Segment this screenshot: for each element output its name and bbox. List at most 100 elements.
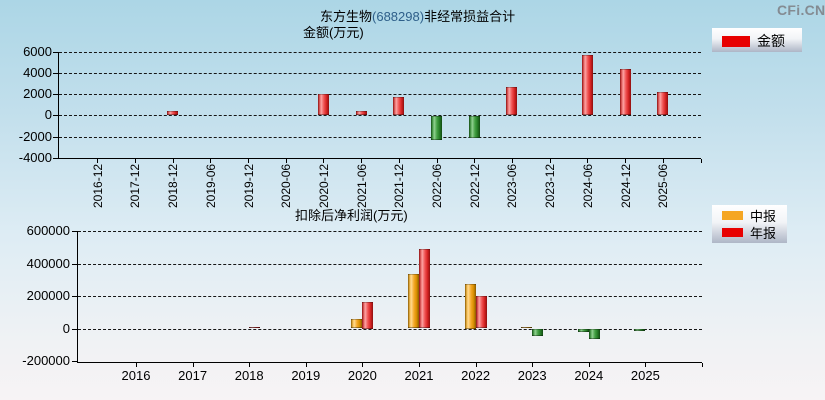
y-axis-line bbox=[58, 51, 59, 158]
x-tick-mark bbox=[285, 158, 287, 163]
legend-swatch-interim bbox=[722, 210, 743, 220]
y-tick-label: 6000 bbox=[23, 43, 52, 59]
chart1-title-company: 东方生物 bbox=[320, 9, 373, 24]
legend-swatch-amount bbox=[722, 35, 750, 47]
y-gridline bbox=[59, 115, 701, 117]
y-gridline bbox=[78, 328, 702, 330]
legend-label-annual: 年报 bbox=[750, 225, 777, 241]
x-tick-mark bbox=[305, 362, 307, 367]
y-tick-label: -200000 bbox=[22, 353, 70, 368]
legend-item-interim: 中报 bbox=[712, 208, 787, 224]
bar bbox=[249, 327, 261, 329]
bar bbox=[657, 91, 669, 116]
y-tick-label: 2000 bbox=[23, 86, 52, 102]
x-tick-mark bbox=[136, 362, 137, 367]
x-tick-label: 2021 bbox=[404, 368, 434, 383]
x-tick-label: 2023-12 bbox=[543, 163, 558, 208]
x-axis-end-tick-mark bbox=[702, 362, 703, 367]
x-tick-mark bbox=[474, 158, 476, 163]
x-tick-label: 2022 bbox=[461, 368, 491, 383]
bar bbox=[506, 86, 518, 116]
y-tick-mark bbox=[72, 263, 77, 265]
bar bbox=[588, 329, 600, 339]
y-tick-mark bbox=[53, 72, 58, 74]
y-tick-mark bbox=[53, 136, 58, 138]
x-tick-label: 2023-06 bbox=[505, 163, 520, 208]
bar bbox=[532, 329, 544, 336]
x-tick-mark bbox=[210, 158, 212, 163]
x-tick-mark bbox=[248, 158, 249, 163]
bar bbox=[475, 295, 487, 329]
bar bbox=[355, 110, 367, 116]
y-axis-line bbox=[77, 231, 78, 362]
bar bbox=[351, 319, 363, 329]
chart1-title-stock-code: (688298) bbox=[372, 9, 425, 24]
x-tick-mark bbox=[475, 362, 477, 367]
bar bbox=[521, 327, 533, 329]
x-tick-mark bbox=[588, 362, 590, 367]
x-tick-mark bbox=[645, 362, 647, 367]
x-tick-mark bbox=[532, 362, 534, 367]
y-tick-label: 0 bbox=[44, 107, 52, 123]
x-tick-mark bbox=[398, 158, 400, 163]
bar bbox=[408, 273, 419, 329]
x-tick-mark bbox=[134, 158, 136, 163]
legend-label-amount: 金额 bbox=[757, 33, 785, 49]
y-tick-label: 400000 bbox=[26, 255, 70, 271]
chart1-legend: 金额 bbox=[712, 28, 802, 52]
chart2-legend: 中报 年报 bbox=[712, 205, 787, 243]
x-tick-label: 2018 bbox=[234, 368, 264, 383]
x-tick-mark bbox=[249, 362, 251, 367]
y-tick-mark bbox=[72, 361, 77, 362]
x-tick-mark bbox=[97, 158, 99, 163]
x-tick-label: 2024 bbox=[574, 368, 604, 383]
x-tick-label: 2018-12 bbox=[166, 163, 181, 208]
y-tick-mark bbox=[53, 158, 58, 159]
x-tick-label: 2021-06 bbox=[354, 163, 369, 208]
x-tick-label: 2021-12 bbox=[392, 163, 407, 208]
chart1-subtitle: 金额(万元) bbox=[303, 25, 364, 40]
bar bbox=[431, 115, 442, 141]
chart2-title: 扣除后净利润(万元) bbox=[295, 208, 408, 223]
x-tick-mark bbox=[625, 158, 626, 163]
y-gridline bbox=[59, 136, 701, 138]
x-tick-label: 2020 bbox=[347, 368, 377, 383]
x-tick-label: 2020-12 bbox=[316, 163, 331, 208]
y-tick-label: 0 bbox=[62, 320, 70, 336]
y-tick-mark bbox=[53, 115, 58, 117]
x-tick-label: 2019 bbox=[291, 368, 321, 383]
x-tick-label: 2016 bbox=[121, 368, 151, 383]
bar bbox=[619, 69, 631, 116]
y-gridline bbox=[59, 72, 701, 74]
x-tick-label: 2016-12 bbox=[90, 163, 105, 208]
y-tick-mark bbox=[72, 296, 77, 297]
x-axis-line bbox=[58, 157, 701, 159]
bar bbox=[468, 115, 480, 139]
x-tick-mark bbox=[361, 158, 363, 163]
y-tick-label: 4000 bbox=[23, 64, 52, 80]
x-tick-mark bbox=[662, 158, 664, 163]
x-tick-mark bbox=[323, 158, 325, 163]
y-tick-label: -2000 bbox=[18, 128, 52, 144]
x-axis-line bbox=[77, 361, 702, 363]
y-tick-label: -4000 bbox=[18, 150, 52, 165]
x-tick-label: 2022-12 bbox=[467, 163, 482, 208]
y-gridline bbox=[78, 263, 702, 265]
x-tick-label: 2017-12 bbox=[128, 163, 143, 208]
x-tick-mark bbox=[192, 362, 194, 367]
x-tick-label: 2020-06 bbox=[279, 163, 294, 208]
bar bbox=[393, 97, 405, 116]
y-tick-mark bbox=[72, 231, 77, 232]
bar bbox=[634, 329, 646, 332]
y-gridline bbox=[59, 51, 701, 53]
x-tick-mark bbox=[549, 158, 551, 163]
x-tick-label: 2025-06 bbox=[656, 163, 671, 208]
y-tick-mark bbox=[72, 328, 77, 330]
legend-item-annual: 年报 bbox=[712, 225, 787, 241]
legend-swatch-annual bbox=[722, 227, 743, 237]
bar bbox=[362, 301, 374, 329]
x-tick-mark bbox=[362, 362, 364, 367]
y-tick-mark bbox=[53, 51, 58, 53]
y-tick-mark bbox=[53, 94, 58, 96]
